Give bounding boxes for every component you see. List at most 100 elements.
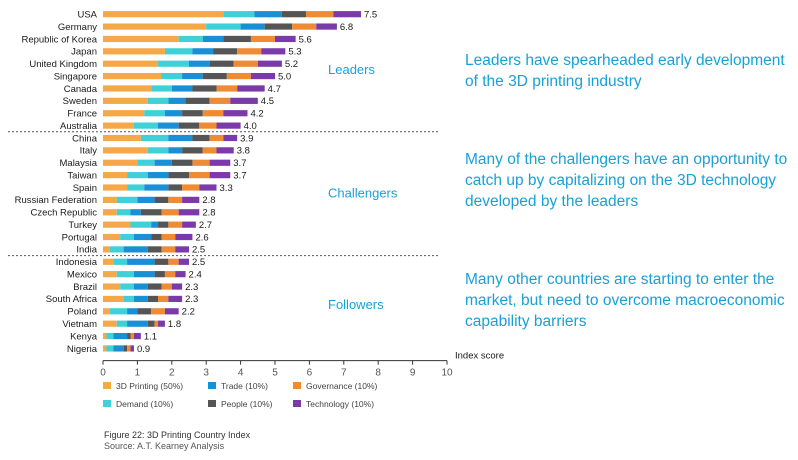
bar-south-africa-3d-printing-50 (103, 295, 124, 303)
bar-kenya-governance-10 (130, 332, 134, 340)
legend-swatch-technology-10 (293, 400, 301, 407)
bar-united-kingdom-3d-printing-50 (103, 60, 159, 67)
value-label-republic-of-korea: 5.6 (299, 34, 312, 45)
bar-malaysia-governance-10 (192, 159, 210, 166)
country-label-italy: Italy (80, 146, 98, 157)
x-tick-label: 3 (203, 368, 209, 379)
country-label-malaysia: Malaysia (60, 158, 98, 169)
value-label-poland: 2.2 (182, 307, 195, 318)
bar-italy-governance-10 (202, 147, 217, 154)
bar-czech-republic-governance-10 (161, 209, 179, 216)
bar-canada-demand-10 (151, 85, 172, 92)
legend-label-technology-10: Technology (10%) (306, 399, 374, 409)
bar-brazil-people-10 (147, 283, 162, 290)
bar-poland-governance-10 (151, 308, 165, 315)
bar-australia-technology-10 (216, 122, 241, 129)
bar-united-kingdom-trade-10 (189, 60, 210, 67)
bar-turkey-3d-printing-50 (103, 221, 131, 228)
country-label-poland: Poland (67, 307, 97, 318)
bar-usa-demand-10 (223, 11, 255, 18)
bar-united-kingdom-demand-10 (158, 60, 189, 67)
bar-turkey-governance-10 (168, 221, 183, 228)
bar-spain-demand-10 (127, 184, 145, 191)
bar-france-governance-10 (202, 110, 224, 117)
bar-vietnam-trade-10 (127, 320, 148, 327)
bar-mexico-governance-10 (164, 271, 176, 278)
bar-portugal-3d-printing-50 (103, 233, 121, 241)
bar-indonesia-demand-10 (113, 258, 128, 265)
bar-united-kingdom-technology-10 (257, 60, 282, 67)
x-tick-label: 4 (238, 368, 244, 379)
bar-brazil-demand-10 (120, 283, 134, 290)
x-tick-label: 0 (100, 368, 106, 379)
value-label-japan: 5.3 (288, 47, 301, 58)
bar-turkey-trade-10 (151, 221, 159, 228)
value-label-brazil: 2.3 (185, 282, 198, 293)
bar-kenya-technology-10 (133, 332, 141, 340)
bar-mexico-people-10 (154, 271, 165, 278)
bar-indonesia-governance-10 (168, 258, 179, 265)
bar-south-africa-governance-10 (158, 295, 169, 303)
bar-australia-3d-printing-50 (103, 122, 134, 129)
bar-australia-people-10 (178, 122, 200, 129)
bar-china-people-10 (192, 134, 210, 142)
bar-nigeria-3d-printing-50 (103, 345, 107, 352)
country-label-kenya: Kenya (70, 331, 98, 342)
bar-china-governance-10 (209, 134, 224, 142)
bar-czech-republic-people-10 (140, 209, 162, 216)
bar-brazil-trade-10 (133, 283, 148, 290)
bar-poland-3d-printing-50 (103, 308, 110, 315)
country-label-brazil: Brazil (73, 282, 97, 293)
x-tick-label: 5 (272, 368, 278, 379)
value-label-china: 3.9 (240, 133, 253, 144)
value-label-vietnam: 1.8 (168, 319, 181, 330)
value-label-czech-republic: 2.8 (202, 208, 215, 219)
bar-taiwan-technology-10 (209, 172, 231, 179)
callout-leaders: Leaders have spearheaded early developme… (465, 52, 785, 90)
bar-russian-federation-3d-printing-50 (103, 196, 117, 203)
group-label-challengers: Challengers (328, 186, 398, 201)
bar-canada-governance-10 (216, 85, 238, 92)
bar-france-technology-10 (223, 110, 248, 117)
value-label-taiwan: 3.7 (233, 170, 246, 181)
x-tick-label: 2 (169, 368, 175, 379)
x-tick-label: 7 (341, 368, 347, 379)
bar-nigeria-trade-10 (113, 345, 124, 352)
country-label-turkey: Turkey (68, 220, 97, 231)
bar-spain-3d-printing-50 (103, 184, 128, 191)
bar-india-demand-10 (109, 246, 124, 253)
bar-vietnam-technology-10 (158, 320, 165, 327)
caption-source: Source: A.T. Kearney Analysis (104, 441, 225, 451)
bar-vietnam-demand-10 (116, 320, 128, 327)
bar-spain-technology-10 (199, 184, 217, 191)
bar-sweden-governance-10 (209, 97, 231, 104)
value-label-kenya: 1.1 (144, 331, 157, 342)
bar-mexico-technology-10 (175, 271, 186, 278)
legend-label-people-10: People (10%) (221, 399, 273, 409)
bar-australia-trade-10 (158, 122, 179, 129)
country-label-spain: Spain (73, 183, 97, 194)
country-label-taiwan: Taiwan (67, 170, 97, 181)
legend-swatch-governance-10 (293, 382, 301, 389)
bar-republic-of-korea-demand-10 (178, 35, 203, 43)
country-label-india: India (76, 245, 97, 256)
bar-malaysia-demand-10 (137, 159, 155, 166)
bar-nigeria-technology-10 (130, 345, 134, 352)
value-label-mexico: 2.4 (189, 269, 202, 280)
bar-russian-federation-demand-10 (116, 196, 138, 203)
legend-swatch-3d-printing-50 (103, 382, 111, 389)
bar-sweden-3d-printing-50 (103, 97, 148, 104)
bar-brazil-3d-printing-50 (103, 283, 121, 290)
x-tick-label: 9 (410, 368, 416, 379)
bar-italy-technology-10 (216, 147, 234, 154)
value-label-turkey: 2.7 (199, 220, 212, 231)
bar-sweden-trade-10 (168, 97, 186, 104)
value-label-sweden: 4.5 (261, 96, 274, 107)
bar-india-people-10 (147, 246, 162, 253)
bar-republic-of-korea-3d-printing-50 (103, 35, 179, 43)
bar-singapore-trade-10 (182, 72, 203, 80)
bar-usa-governance-10 (305, 11, 334, 18)
bar-brazil-governance-10 (161, 283, 172, 290)
value-label-portugal: 2.6 (195, 232, 208, 243)
bar-russian-federation-governance-10 (168, 196, 183, 203)
